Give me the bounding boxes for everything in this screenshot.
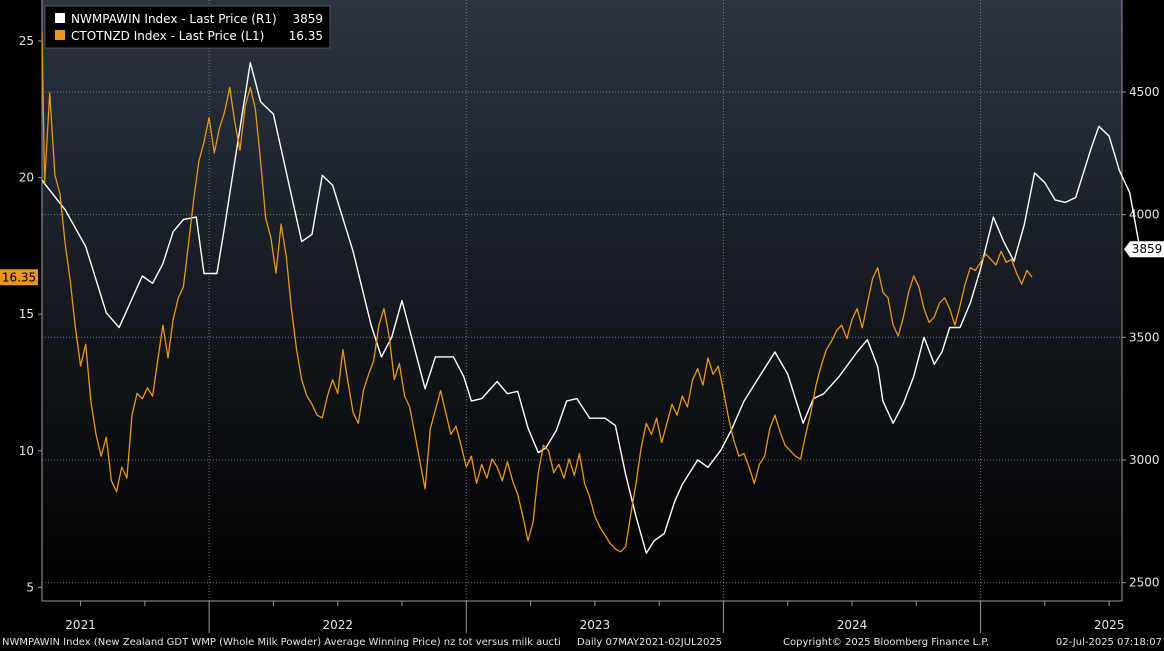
left-tick-label-5: 5: [26, 580, 34, 594]
right-tick-label-4000: 4000: [1129, 208, 1160, 222]
plot-background: [42, 0, 1122, 601]
left-last-value-label: 16.35: [2, 270, 36, 284]
series-line-orange: [41, 32, 1033, 553]
series-line-white: [41, 61, 1141, 554]
series-layer: [41, 32, 1141, 554]
x-year-label-2025: 2025: [1094, 618, 1125, 632]
left-tick-label-10: 10: [19, 444, 34, 458]
footer-range: Daily 07MAY2021-02JUL2025: [577, 637, 723, 648]
right-last-value-box: [1124, 241, 1164, 258]
legend-swatch-white: [55, 13, 65, 23]
footer-timestamp: 02-Jul-2025 07:18:07: [1055, 637, 1162, 648]
right-tick-label-3000: 3000: [1129, 453, 1160, 467]
left-tick-label-15: 15: [19, 307, 34, 321]
right-tick-label-2500: 2500: [1129, 576, 1160, 590]
left-tick-label-20: 20: [19, 171, 34, 185]
legend-box: [44, 5, 331, 49]
legend-swatch-orange: [55, 30, 65, 40]
x-year-label-2024: 2024: [837, 618, 868, 632]
legend-value-white: 3859: [292, 12, 323, 26]
right-tick-label-4500: 4500: [1129, 85, 1160, 99]
legend-label-orange: CTOTNZD Index - Last Price (L1): [71, 29, 264, 43]
legend-label-white: NWMPAWIN Index - Last Price (R1): [71, 12, 277, 26]
left-last-value-box: [0, 269, 38, 286]
x-year-label-2021: 2021: [65, 618, 96, 632]
footer-description: NWMPAWIN Index (New Zealand GDT WMP (Who…: [2, 637, 561, 648]
left-tick-label-25: 25: [19, 34, 34, 48]
grid-layer: [42, 0, 1122, 601]
footer-copyright: Copyright© 2025 Bloomberg Finance L.P.: [783, 637, 990, 648]
right-last-value-label: 3859: [1132, 242, 1163, 256]
footer: NWMPAWIN Index (New Zealand GDT WMP (Who…: [0, 634, 1164, 651]
x-year-label-2023: 2023: [580, 618, 611, 632]
legend-value-orange: 16.35: [289, 29, 323, 43]
legend: NWMPAWIN Index - Last Price (R1) 3859 CT…: [44, 5, 331, 49]
right-tick-label-3500: 3500: [1129, 330, 1160, 344]
labels-layer: 16.35 3859: [0, 241, 1164, 286]
x-year-label-2022: 2022: [322, 618, 353, 632]
